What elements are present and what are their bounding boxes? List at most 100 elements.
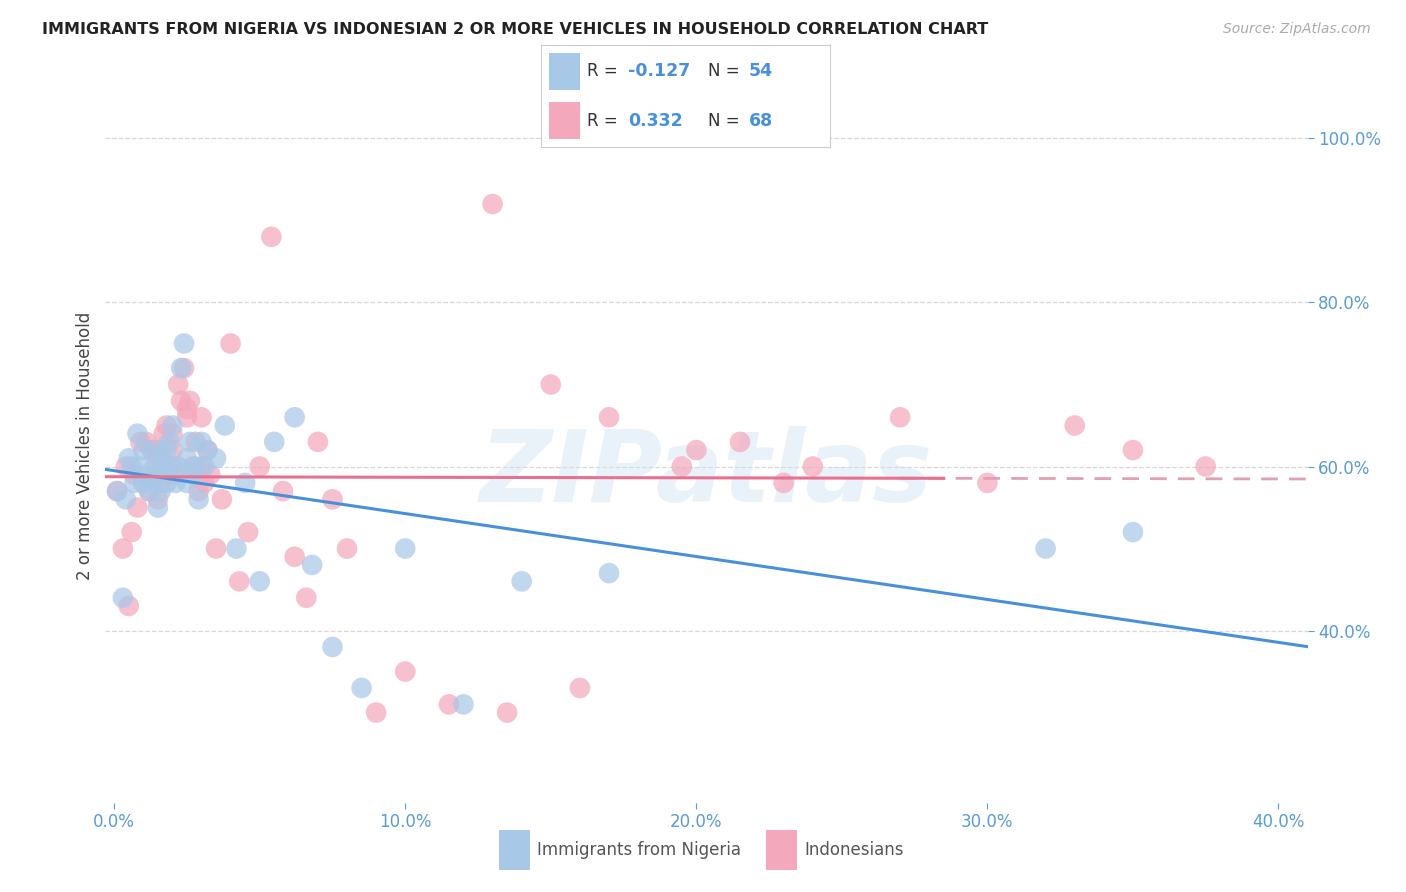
Text: R =: R = bbox=[588, 62, 623, 80]
Point bbox=[205, 451, 228, 466]
Point bbox=[176, 402, 198, 417]
Text: Immigrants from Nigeria: Immigrants from Nigeria bbox=[537, 841, 741, 859]
Text: Indonesians: Indonesians bbox=[804, 841, 904, 859]
Point bbox=[141, 443, 163, 458]
Point bbox=[111, 541, 134, 556]
Point bbox=[453, 698, 475, 712]
Point bbox=[598, 566, 620, 581]
Point bbox=[195, 443, 218, 458]
Text: 54: 54 bbox=[749, 62, 773, 80]
Point bbox=[127, 500, 149, 515]
Point bbox=[173, 336, 195, 351]
Point bbox=[214, 418, 236, 433]
Text: N =: N = bbox=[709, 62, 745, 80]
Point bbox=[170, 393, 193, 408]
Point bbox=[159, 459, 181, 474]
Point bbox=[301, 558, 323, 572]
Point bbox=[336, 541, 359, 556]
Point bbox=[249, 574, 271, 589]
Point bbox=[728, 434, 751, 449]
FancyBboxPatch shape bbox=[548, 53, 581, 90]
Point bbox=[190, 434, 212, 449]
Point bbox=[165, 475, 187, 490]
Point bbox=[1195, 459, 1218, 474]
Point bbox=[271, 484, 294, 499]
Point bbox=[496, 706, 519, 720]
Point bbox=[118, 599, 141, 613]
Point bbox=[138, 484, 160, 499]
Point bbox=[162, 443, 184, 458]
Point bbox=[284, 549, 307, 564]
Point bbox=[124, 475, 146, 490]
Point bbox=[187, 492, 209, 507]
Point bbox=[249, 459, 271, 474]
Point bbox=[124, 467, 146, 482]
Point bbox=[179, 434, 201, 449]
Text: 0.332: 0.332 bbox=[627, 112, 682, 129]
Point bbox=[685, 443, 707, 458]
Point bbox=[176, 475, 198, 490]
Point bbox=[146, 451, 169, 466]
Point bbox=[149, 475, 172, 490]
Point bbox=[118, 451, 141, 466]
Point bbox=[205, 541, 228, 556]
Point bbox=[260, 230, 283, 244]
Point bbox=[155, 475, 177, 490]
Point bbox=[200, 467, 222, 482]
Point bbox=[321, 640, 343, 654]
Point bbox=[129, 434, 152, 449]
Point bbox=[152, 426, 174, 441]
Point bbox=[671, 459, 693, 474]
Y-axis label: 2 or more Vehicles in Household: 2 or more Vehicles in Household bbox=[76, 312, 94, 580]
Point bbox=[165, 467, 187, 482]
Point bbox=[510, 574, 533, 589]
Point bbox=[228, 574, 250, 589]
Point bbox=[190, 459, 212, 474]
Point bbox=[170, 361, 193, 376]
Point bbox=[152, 459, 174, 474]
Point bbox=[1063, 418, 1085, 433]
Point bbox=[121, 459, 143, 474]
Point bbox=[135, 434, 157, 449]
Point bbox=[772, 475, 794, 490]
Point bbox=[176, 410, 198, 425]
Point bbox=[146, 492, 169, 507]
Point bbox=[141, 475, 163, 490]
Point bbox=[889, 410, 911, 425]
Point bbox=[295, 591, 318, 605]
Text: ZIPatlas: ZIPatlas bbox=[479, 426, 934, 523]
Point bbox=[155, 443, 177, 458]
Point bbox=[187, 484, 209, 499]
Point bbox=[976, 475, 998, 490]
Text: -0.127: -0.127 bbox=[627, 62, 690, 80]
Point bbox=[146, 443, 169, 458]
Point bbox=[236, 525, 259, 540]
Point bbox=[143, 467, 166, 482]
Text: R =: R = bbox=[588, 112, 623, 129]
Point bbox=[155, 418, 177, 433]
Point bbox=[598, 410, 620, 425]
Point bbox=[307, 434, 329, 449]
FancyBboxPatch shape bbox=[548, 102, 581, 139]
Point bbox=[350, 681, 373, 695]
Point bbox=[159, 434, 181, 449]
Point bbox=[129, 459, 152, 474]
Point bbox=[121, 525, 143, 540]
Point bbox=[568, 681, 591, 695]
Point bbox=[162, 418, 184, 433]
Point bbox=[190, 410, 212, 425]
Point bbox=[138, 484, 160, 499]
Point bbox=[111, 591, 134, 605]
Text: 68: 68 bbox=[749, 112, 773, 129]
Point bbox=[219, 336, 242, 351]
Point bbox=[143, 459, 166, 474]
Point bbox=[321, 492, 343, 507]
Point bbox=[132, 443, 155, 458]
Point bbox=[173, 361, 195, 376]
Point bbox=[146, 467, 169, 482]
Point bbox=[141, 443, 163, 458]
Point bbox=[105, 484, 128, 499]
Text: N =: N = bbox=[709, 112, 745, 129]
Point bbox=[167, 459, 190, 474]
Point bbox=[132, 475, 155, 490]
